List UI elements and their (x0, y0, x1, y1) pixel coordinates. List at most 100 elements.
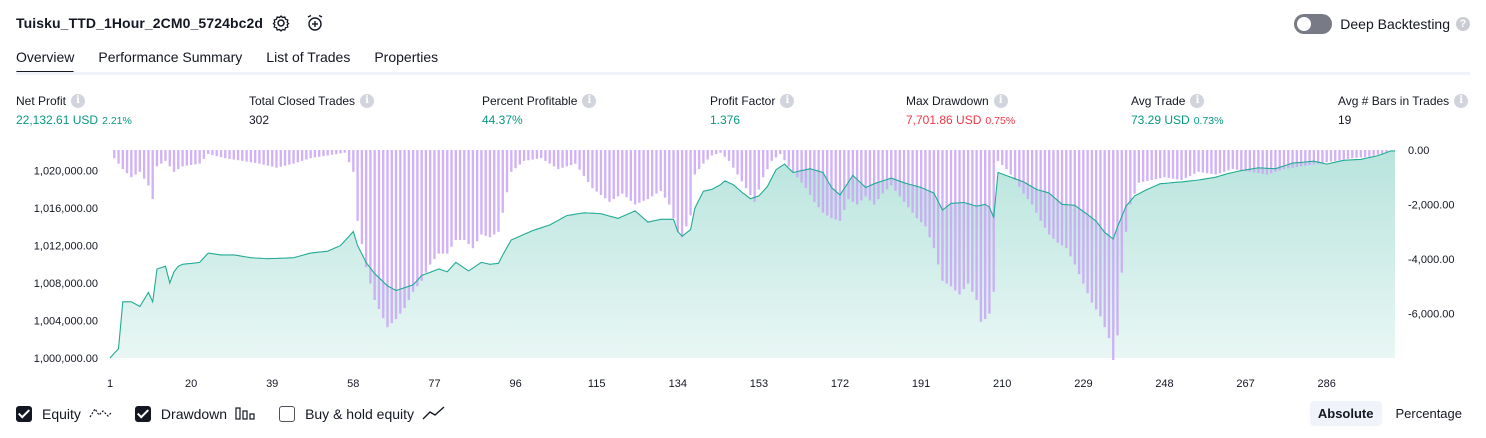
drawdown-bar (1099, 150, 1102, 317)
drawdown-bar (1120, 150, 1123, 273)
info-icon[interactable]: i (71, 94, 86, 108)
tab-performance-summary[interactable]: Performance Summary (98, 49, 243, 65)
drawdown-bar (1205, 150, 1209, 174)
drawdown-bar (710, 150, 714, 156)
drawdown-bar (1146, 150, 1149, 181)
metric-avg-trade: Avg Trade i 73.29 USD 0.73% (1131, 94, 1223, 127)
drawdown-bar (142, 150, 146, 179)
y-axis-tick-left: 1,012,000.00 (34, 241, 98, 253)
drawdown-bar (347, 150, 351, 163)
checkbox-checked[interactable] (134, 406, 151, 422)
drawdown-bar (121, 150, 124, 170)
drawdown-bar (723, 150, 726, 157)
drawdown-bar (1342, 150, 1345, 160)
drawdown-bar (1376, 150, 1380, 155)
drawdown-bar (1325, 150, 1328, 163)
drawdown-bar (1112, 150, 1115, 360)
toggle-switch[interactable] (1294, 14, 1333, 34)
percentage-mode-button[interactable]: Percentage (1395, 406, 1463, 421)
gear-icon[interactable] (271, 13, 291, 33)
drawdown-bar (1278, 150, 1281, 171)
info-icon[interactable]: i (1190, 94, 1205, 108)
drawdown-bar (1270, 150, 1273, 174)
drawdown-bar (813, 150, 816, 202)
drawdown-bar (296, 150, 300, 163)
info-icon[interactable]: i (780, 94, 795, 108)
strategy-title: Tuisku_TTD_1Hour_2CM0_5724bc2d (16, 15, 264, 31)
drawdown-bar (697, 150, 701, 170)
drawdown-bar (1308, 150, 1311, 165)
drawdown-bar (1316, 150, 1320, 164)
drawdown-bar (318, 150, 321, 157)
drawdown-bar (382, 150, 385, 319)
drawdown-bar (446, 150, 449, 254)
drawdown-bar (219, 150, 223, 158)
drawdown-bar (399, 150, 402, 314)
drawdown-bar (864, 150, 867, 197)
drawdown-bar (202, 150, 206, 159)
drawdown-bar (552, 150, 556, 167)
drawdown-bar (762, 150, 765, 178)
info-icon[interactable]: i (993, 94, 1008, 108)
deep-backtesting-toggle[interactable]: Deep Backtesting ? (1294, 13, 1470, 35)
drawdown-checkbox[interactable]: Drawdown (134, 405, 257, 424)
report-header: Tuisku_TTD_1Hour_2CM0_5724bc2d Deep Back… (0, 0, 1486, 46)
drawdown-bar (1265, 150, 1269, 175)
drawdown-bar (949, 150, 953, 287)
drawdown-bar (1235, 150, 1239, 170)
x-axis-tick: 229 (1074, 378, 1092, 390)
x-axis-tick: 39 (266, 378, 278, 390)
checkbox-checked[interactable] (16, 406, 32, 422)
equity-drawdown-chart[interactable]: 1,020,000.00 1,016,000.00 1,012,000.00 1,00… (0, 140, 1486, 398)
drawdown-bar (766, 150, 769, 170)
drawdown-bar (885, 150, 889, 190)
drawdown-bar (595, 150, 598, 192)
drawdown-bar (471, 150, 475, 249)
drawdown-bar (868, 150, 872, 201)
drawdown-bar (300, 150, 304, 161)
drawdown-bar (403, 150, 406, 309)
report-tabs: Overview Performance Summary List of Tra… (16, 49, 462, 75)
drawdown-bar (808, 150, 812, 195)
x-axis-tick: 248 (1155, 378, 1173, 390)
drawdown-bar (604, 150, 607, 199)
info-icon[interactable]: i (582, 94, 597, 108)
drawdown-bar (565, 150, 568, 167)
drawdown-bar (663, 150, 667, 198)
drawdown-bar (249, 150, 253, 163)
drawdown-bar (416, 150, 419, 287)
drawdown-bar (258, 150, 261, 164)
drawdown-bar (151, 150, 154, 200)
drawdown-bar (407, 150, 411, 300)
drawdown-bar (680, 150, 684, 238)
tab-list-of-trades[interactable]: List of Trades (266, 49, 351, 65)
alarm-add-icon[interactable] (305, 13, 325, 33)
equity-checkbox[interactable]: Equity (16, 405, 113, 424)
info-icon[interactable]: i (360, 94, 375, 108)
buy-hold-checkbox[interactable]: Buy & hold equity (279, 405, 446, 424)
drawdown-bar (1231, 150, 1234, 170)
drawdown-bar (160, 150, 163, 164)
drawdown-bar (796, 150, 799, 178)
metric-label: Percent Profitable (482, 94, 578, 108)
tab-overview[interactable]: Overview (16, 49, 75, 74)
drawdown-bar (1159, 150, 1162, 179)
drawdown-bar (1261, 150, 1264, 174)
x-axis-tick: 58 (347, 378, 359, 390)
drawdown-bar (373, 150, 376, 300)
drawdown-bar (1180, 150, 1183, 180)
checkbox-unchecked[interactable] (279, 406, 296, 422)
drawdown-bar (1321, 150, 1324, 163)
drawdown-bar (147, 150, 150, 186)
info-icon[interactable]: i (1454, 94, 1469, 108)
drawdown-bar (702, 150, 705, 164)
question-icon[interactable]: ? (1456, 17, 1470, 31)
drawdown-bar (1240, 150, 1243, 171)
drawdown-bar (309, 150, 312, 159)
tab-properties[interactable]: Properties (374, 49, 439, 65)
absolute-mode-button[interactable]: Absolute (1309, 401, 1382, 426)
drawdown-bar (1176, 150, 1179, 180)
metric-percent-profitable: Percent Profitable i 44.37% (482, 94, 597, 127)
drawdown-bar (783, 150, 786, 161)
drawdown-bar (288, 150, 291, 165)
